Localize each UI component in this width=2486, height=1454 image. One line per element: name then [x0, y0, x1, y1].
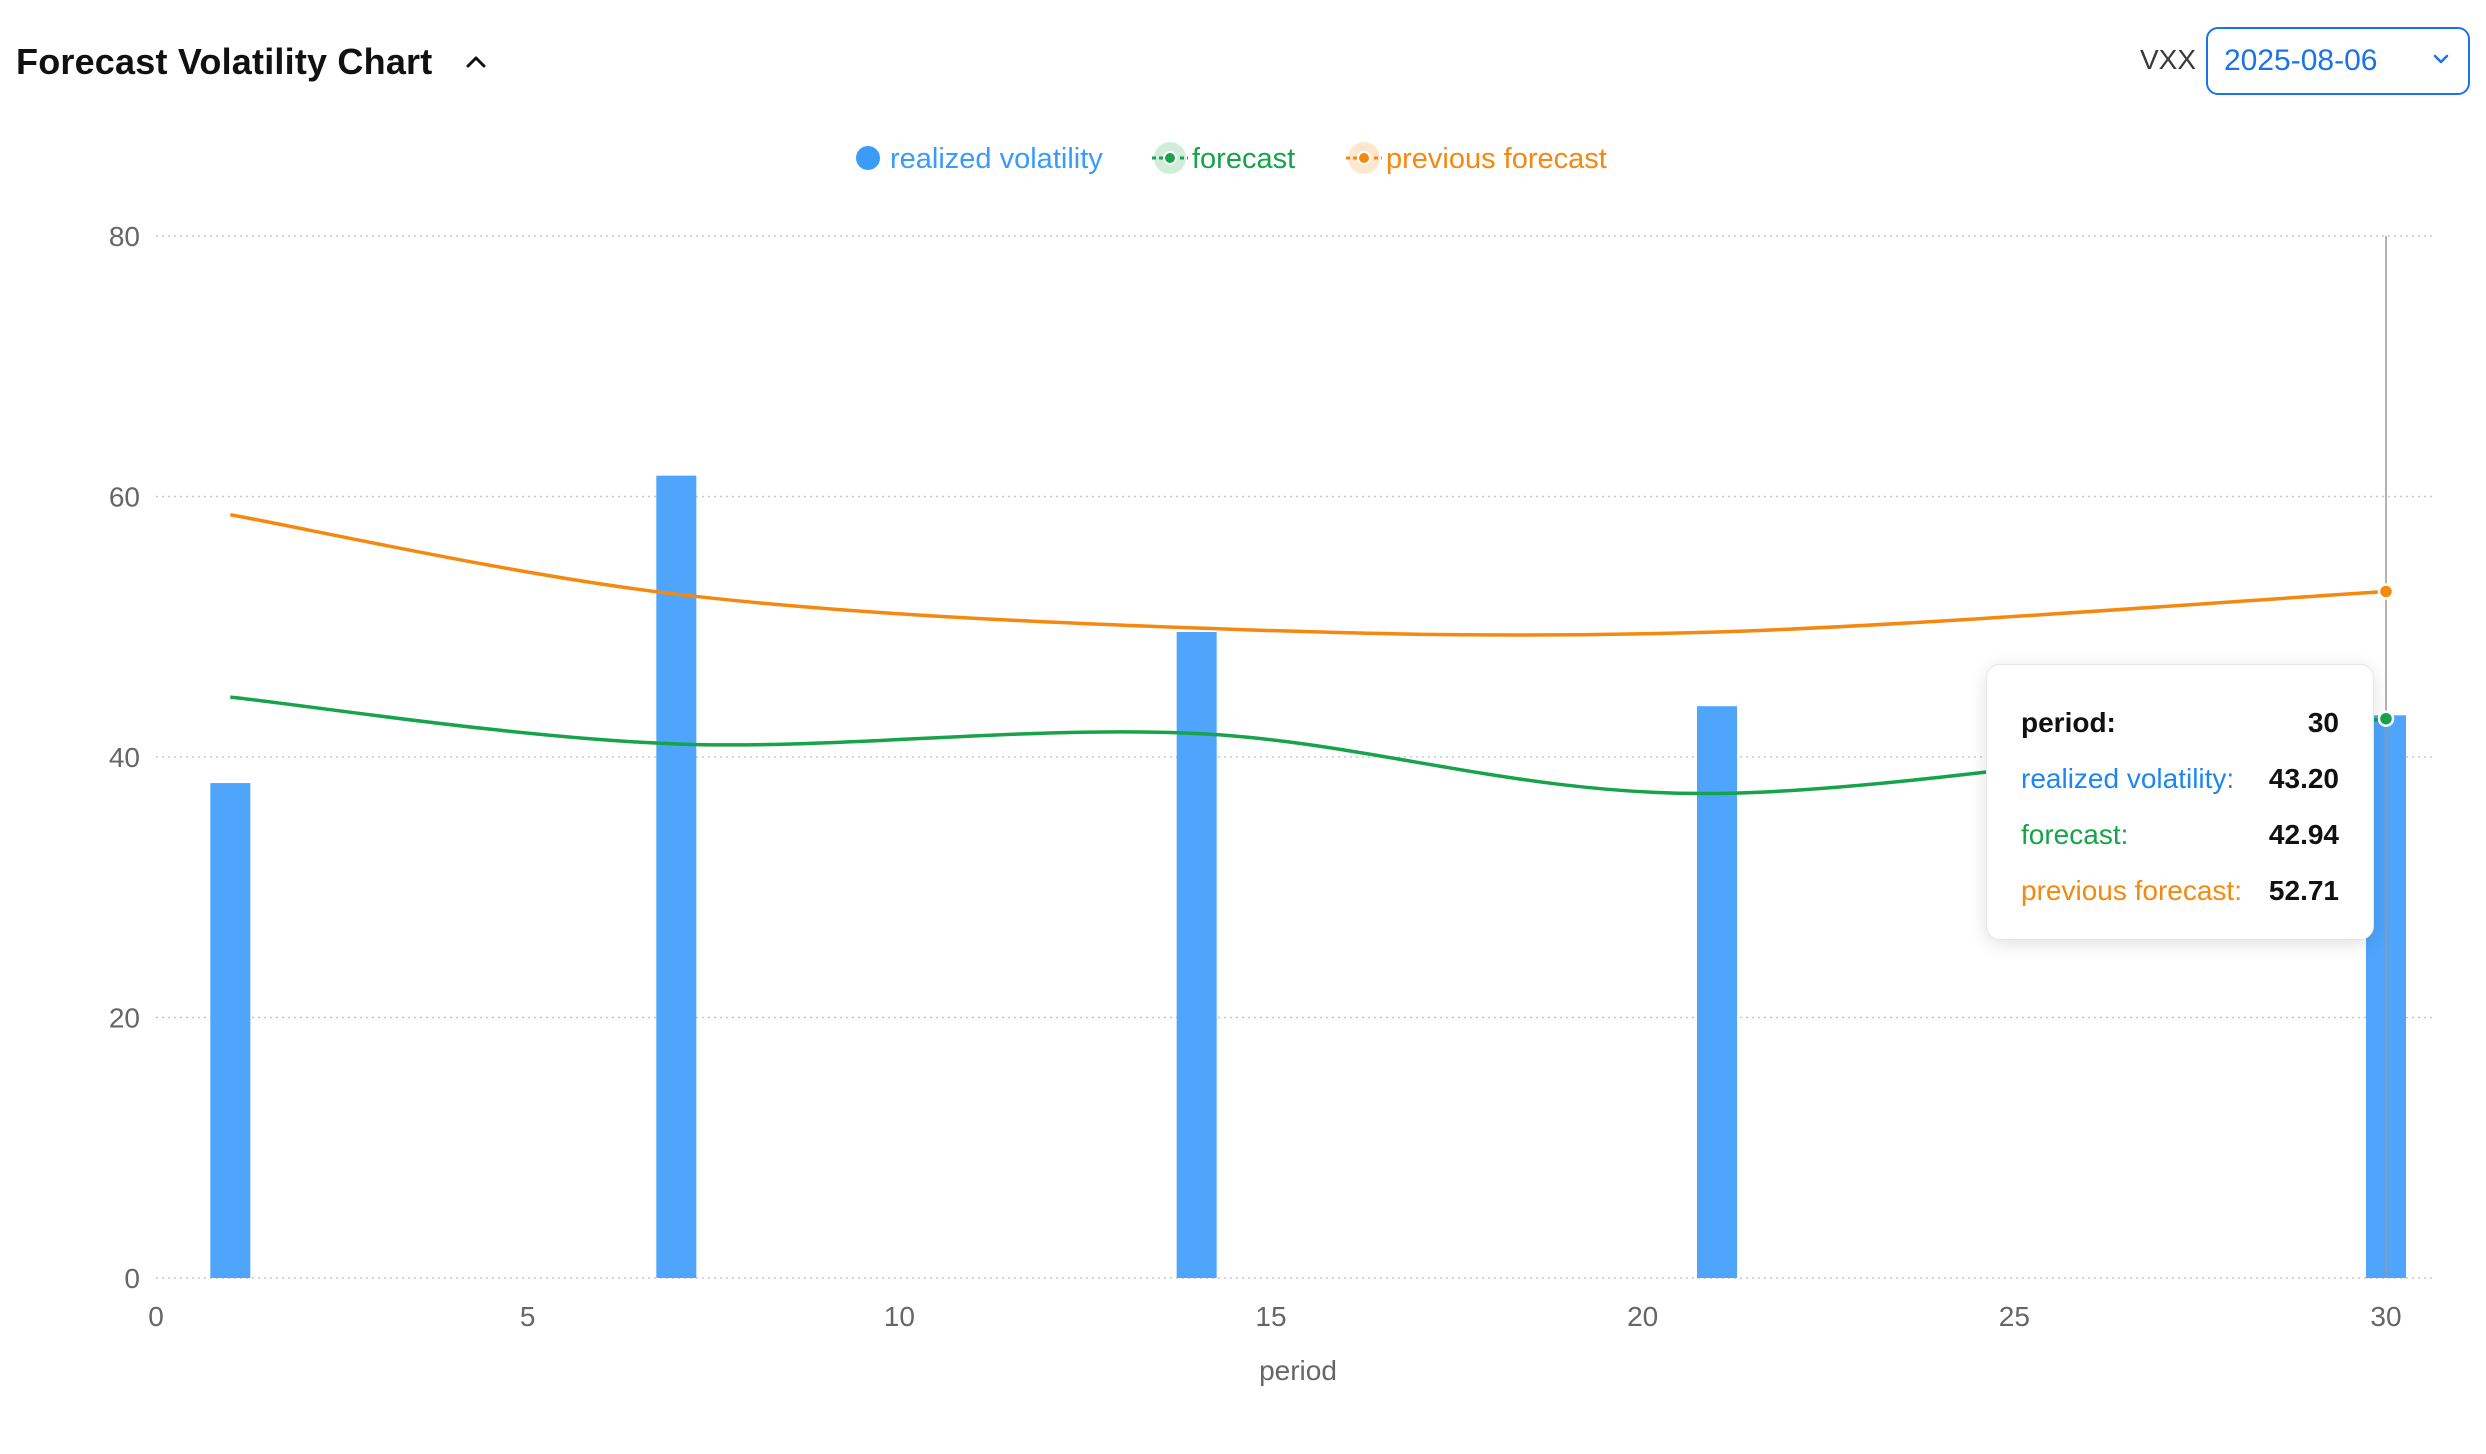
realized-volatility-bar — [210, 783, 251, 1278]
realized-volatility-bar — [1176, 631, 1217, 1278]
page-title: Forecast Volatility Chart — [16, 41, 433, 82]
x-axis-label: period — [1259, 1355, 1337, 1386]
y-tick-label: 80 — [109, 221, 140, 252]
tooltip-row-forecast: forecast: 42.94 — [2021, 807, 2339, 863]
tooltip-value: 30 — [2307, 707, 2339, 738]
tooltip-row-period: period: 30 — [2021, 695, 2339, 751]
tooltip-label: forecast: — [2021, 819, 2129, 850]
x-tick-label: 0 — [148, 1301, 164, 1332]
y-tick-label: 40 — [109, 742, 140, 773]
previous-forecast-point — [2377, 583, 2395, 600]
tooltip-value: 42.94 — [2268, 819, 2339, 850]
legend-label-previous-forecast: previous forecast — [1386, 143, 1607, 175]
x-tick-label: 30 — [2370, 1301, 2401, 1332]
x-tick-label: 5 — [520, 1301, 536, 1332]
legend-point-icon — [1357, 151, 1371, 165]
legend-forecast: forecast — [1152, 142, 1295, 175]
chevron-up-icon — [466, 56, 486, 68]
ticker-label: VXX — [2140, 44, 2197, 75]
realized-volatility-bars — [210, 475, 2406, 1278]
realized-volatility-bar — [656, 475, 697, 1278]
tooltip-label: realized volatility: — [2021, 763, 2235, 794]
collapse-button[interactable] — [456, 42, 496, 82]
tooltip-label: previous forecast: — [2021, 875, 2242, 906]
date-select[interactable]: 2025-08-06 — [2206, 27, 2470, 95]
previous-forecast-line — [230, 513, 2387, 637]
legend-previous-forecast: previous forecast — [1346, 142, 1607, 175]
legend-dot-icon — [856, 146, 880, 170]
y-tick-label: 0 — [124, 1263, 140, 1294]
legend-point-icon — [1163, 151, 1177, 165]
x-tick-label: 10 — [884, 1301, 915, 1332]
y-tick-label: 20 — [109, 1003, 140, 1034]
realized-volatility-bar — [1697, 706, 1737, 1278]
x-axis: 0 5 10 15 20 25 30 — [148, 1301, 2401, 1332]
chevron-down-icon — [2433, 54, 2449, 64]
y-axis: 0 20 40 60 80 — [109, 221, 140, 1294]
x-tick-label: 15 — [1255, 1301, 1286, 1332]
chart-legend: realized volatility forecast previous fore… — [856, 142, 1607, 175]
forecast-point — [2377, 710, 2395, 727]
tooltip-value: 43.20 — [2268, 763, 2339, 794]
tooltip-row-previous: previous forecast: 52.71 — [2021, 863, 2339, 919]
x-tick-label: 25 — [1999, 1301, 2030, 1332]
tooltip-value: 52.71 — [2268, 875, 2339, 906]
x-tick-label: 20 — [1627, 1301, 1658, 1332]
legend-label-forecast: forecast — [1192, 143, 1295, 175]
tooltip-row-realized: realized volatility: 43.20 — [2021, 751, 2339, 807]
date-select-value: 2025-08-06 — [2224, 44, 2378, 77]
chart-tooltip: period: 30 realized volatility: 43.20 fo… — [1986, 664, 2374, 940]
tooltip-label: period: — [2021, 707, 2116, 738]
chart-header: Forecast Volatility Chart — [16, 32, 496, 92]
hover-indicator — [2377, 236, 2395, 1278]
legend-realized-volatility: realized volatility — [856, 143, 1103, 175]
y-tick-label: 60 — [109, 482, 140, 513]
legend-label-realized-volatility: realized volatility — [890, 143, 1103, 175]
